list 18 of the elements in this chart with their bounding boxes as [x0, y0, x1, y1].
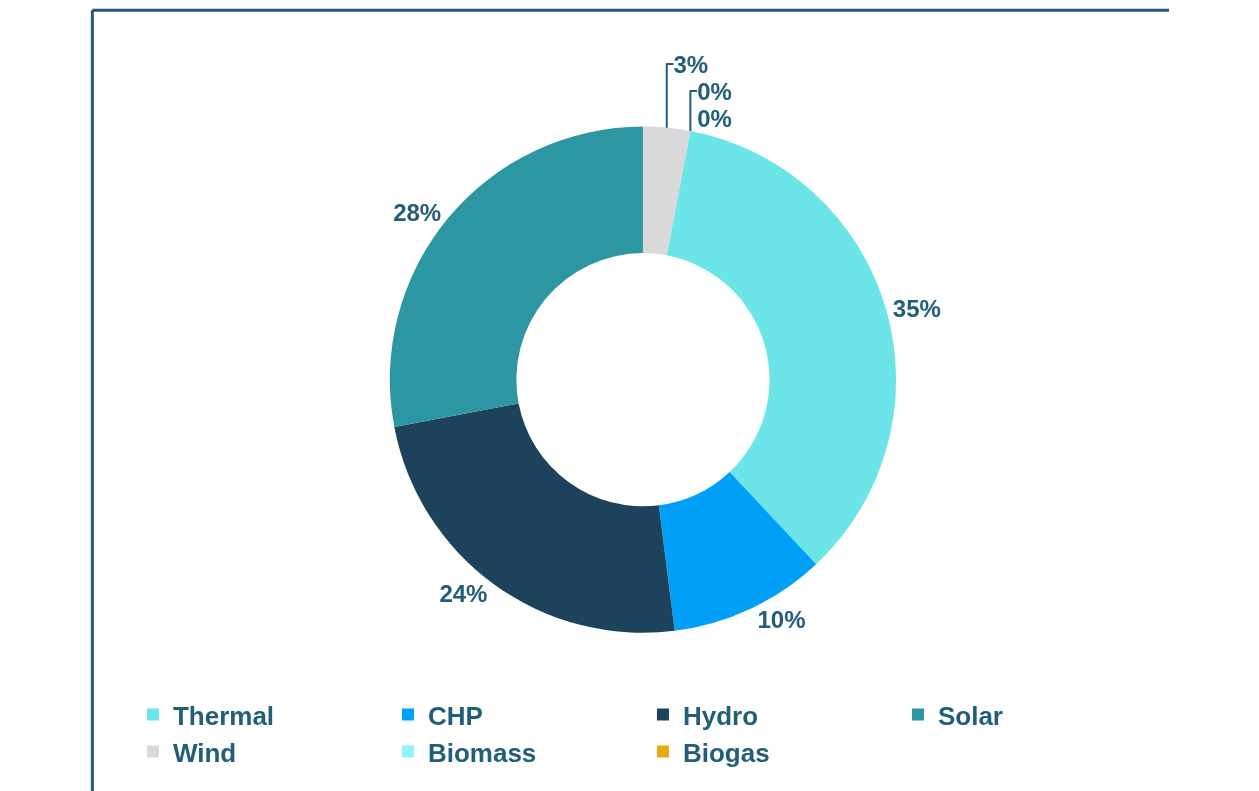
legend-label: Thermal — [172, 700, 275, 731]
data-label: 35% — [892, 294, 941, 322]
donut-slice — [658, 471, 817, 631]
legend-label: CHP — [427, 700, 483, 731]
data-label: 28% — [393, 199, 442, 227]
legend-label: Biomass — [427, 737, 537, 768]
legend-label: Hydro — [682, 700, 759, 731]
legend-label: Wind — [172, 737, 237, 768]
text: 0% — [697, 104, 732, 132]
donut-slice — [394, 403, 675, 633]
text: 0% — [697, 77, 732, 105]
data-label: 3% — [673, 50, 709, 78]
donut-slice — [390, 126, 643, 428]
legend-label: Biogas — [682, 737, 770, 768]
data-label: 10% — [757, 606, 806, 634]
donut-slice — [642, 126, 691, 256]
legend-label: Solar — [937, 700, 1003, 731]
data-label: 24% — [439, 579, 488, 607]
